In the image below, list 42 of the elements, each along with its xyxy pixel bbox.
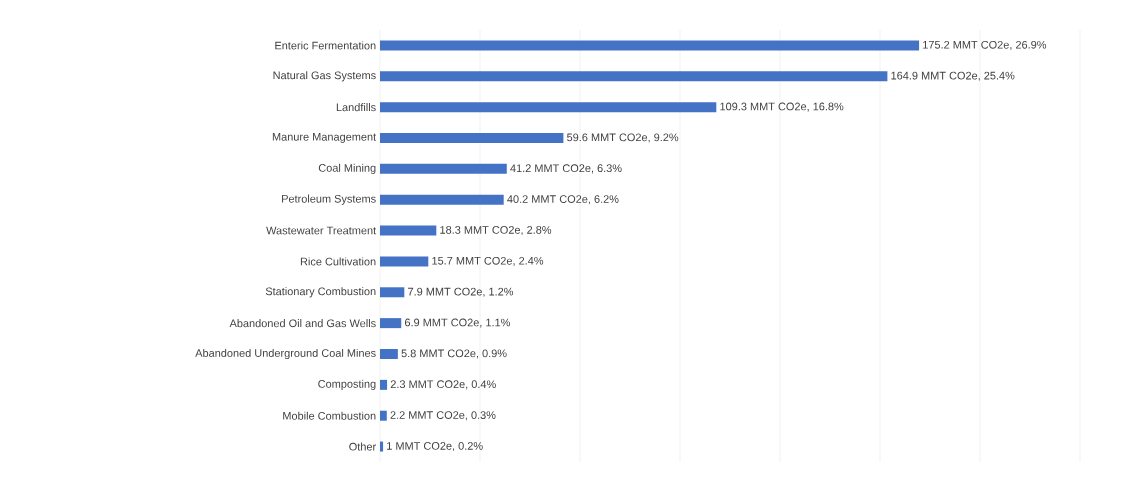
bar — [380, 102, 717, 113]
bar — [380, 225, 437, 236]
y-tick-label: Other — [349, 442, 376, 451]
bar — [380, 318, 402, 329]
bar — [380, 163, 507, 174]
y-tick-label: Manure Management — [272, 133, 377, 143]
data-label: 175.2 MMT CO2e, 26.9% — [923, 40, 1047, 50]
bar — [380, 348, 398, 359]
data-label: 6.9 MMT CO2e, 1.1% — [405, 318, 510, 328]
bar — [380, 71, 888, 82]
y-tick-label: Petroleum Systems — [282, 194, 376, 205]
y-tick-label: Abandoned Underground Coal Mines — [195, 348, 376, 360]
bar — [380, 256, 429, 267]
data-label: 7.9 MMT CO2e, 1.2% — [408, 287, 514, 297]
bar — [380, 40, 920, 51]
data-label: 5.8 MMT CO2e, 0.9% — [401, 349, 507, 359]
bar — [380, 441, 384, 452]
bar — [380, 379, 388, 390]
bar — [380, 132, 564, 143]
bar — [380, 194, 504, 205]
y-tick-label: Abandoned Oil and Gas Wells — [229, 319, 376, 328]
y-tick-label: Natural Gas Systems — [273, 71, 376, 82]
data-label: 15.7 MMT CO2e, 2.4% — [432, 256, 544, 266]
y-tick-label: Enteric Fermentation — [275, 41, 376, 50]
data-label: 109.3 MMT CO2e, 16.8% — [720, 102, 844, 112]
data-label: 2.2 MMT CO2e, 0.3% — [390, 411, 496, 421]
data-label: 59.6 MMT CO2e, 9.2% — [567, 133, 679, 143]
data-label: 1 MMT CO2e, 0.2% — [387, 442, 483, 452]
data-label: 18.3 MMT CO2e, 2.8% — [440, 226, 552, 236]
bar — [380, 410, 387, 421]
data-label: 41.2 MMT CO2e, 6.3% — [510, 164, 622, 174]
y-tick-label: Rice Cultivation — [300, 257, 376, 266]
y-tick-label: Stationary Combustion — [265, 287, 376, 298]
y-tick-label: Landfills — [336, 103, 376, 112]
y-tick-label: Coal Mining — [318, 163, 376, 174]
data-label: 40.2 MMT CO2e, 6.2% — [507, 195, 619, 205]
y-tick-label: Composting — [318, 379, 376, 390]
data-label: 2.3 MMT CO2e, 0.4% — [390, 380, 496, 390]
y-tick-label: Wastewater Treatment — [266, 226, 377, 235]
y-tick-label: Mobile Combustion — [283, 411, 376, 420]
data-label: 164.9 MMT CO2e, 25.4% — [891, 71, 1015, 81]
bar — [380, 287, 405, 298]
